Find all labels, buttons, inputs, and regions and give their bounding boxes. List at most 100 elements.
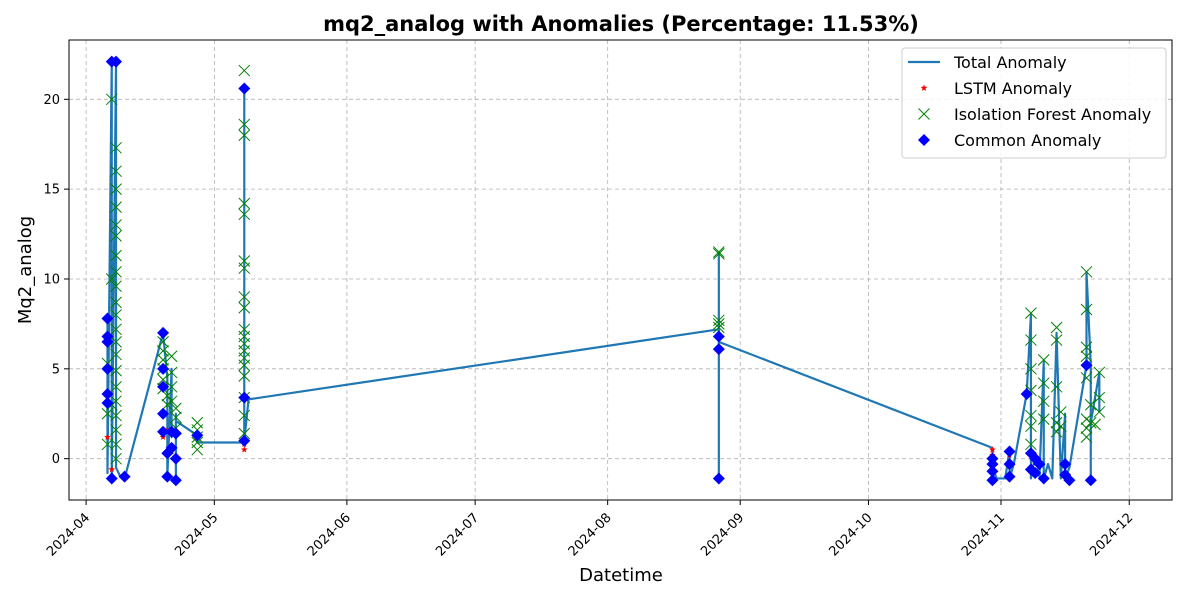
common-anomaly-point [238, 391, 251, 404]
isolation-forest-point [1093, 391, 1106, 404]
common-anomaly-point [157, 362, 170, 375]
plot-frame [68, 39, 1173, 501]
common-anomaly-point [238, 434, 251, 447]
isolation-forest-point [1089, 418, 1101, 431]
isolation-forest-point [170, 411, 182, 424]
isolation-forest-point [110, 438, 122, 451]
isolation-forest-point [110, 280, 122, 293]
isolation-forest-point [1080, 371, 1093, 384]
isolation-forest-point [101, 438, 114, 451]
common-anomaly-point [1084, 474, 1097, 487]
isolation-forest-point [238, 262, 251, 275]
y-tick-label: 0 [52, 452, 60, 467]
isolation-forest-point [1050, 425, 1063, 438]
isolation-forest-point [1025, 420, 1037, 433]
common-anomaly-point [165, 441, 178, 454]
isolation-forest-point [110, 141, 122, 154]
common-anomaly-point [191, 429, 204, 442]
isolation-forest-point [105, 273, 118, 285]
x-axis-label: Datetime [579, 565, 663, 586]
lstm-point [989, 446, 996, 453]
common-anomaly-point [712, 472, 725, 485]
isolation-forest-point [110, 364, 122, 377]
isolation-forest-point [712, 321, 725, 334]
isolation-forest-point [1093, 366, 1106, 379]
common-anomaly-point [161, 470, 174, 483]
isolation-forest-point [1037, 395, 1050, 408]
chart-title: mq2_analog with Anomalies (Percentage: 1… [323, 12, 919, 36]
common-anomaly-point [101, 362, 114, 375]
isolation-forest-point [1054, 420, 1067, 433]
isolation-forest-point [1080, 303, 1093, 316]
common-anomaly-point [1003, 445, 1016, 458]
y-tick-label: 10 [43, 272, 60, 287]
common-anomaly-point [1033, 458, 1046, 471]
common-anomaly-point [157, 407, 170, 420]
isolation-forest-point [1080, 265, 1093, 278]
isolation-forest-point [238, 409, 251, 422]
y-tick-label: 20 [43, 93, 60, 108]
isolation-forest-point [1054, 406, 1067, 418]
legend: Total Anomaly LSTM Anomaly Isolation Fores… [901, 47, 1167, 159]
isolation-forest-point [238, 118, 251, 131]
isolation-forest-point [1025, 307, 1037, 319]
isolation-forest-point [110, 348, 122, 361]
legend-label: Total Anomaly [953, 53, 1067, 72]
isolation-forest-point [110, 395, 122, 408]
common-anomaly-point [105, 472, 118, 485]
legend-marker-diamond [918, 134, 930, 146]
isolation-forest-point [1080, 341, 1093, 354]
common-anomaly-point [101, 396, 114, 409]
isolation-forest-point [238, 291, 251, 303]
common-anomaly-point [1037, 472, 1050, 485]
common-anomaly-point [1029, 467, 1042, 480]
isolation-forest-point [110, 296, 122, 309]
isolation-forest-point [1093, 406, 1106, 418]
isolation-forest-point [1080, 431, 1093, 443]
isolation-forest-point [110, 323, 122, 336]
isolation-forest-point [110, 201, 122, 213]
lstm-point [240, 446, 248, 453]
isolation-forest-point [238, 208, 251, 221]
isolation-forest-point [105, 93, 118, 106]
isolation-forest-point [238, 359, 251, 372]
isolation-forest-point [238, 197, 251, 210]
isolation-forest-point [157, 373, 169, 386]
isolation-forest-point [1025, 334, 1037, 346]
isolation-forest-point [110, 249, 122, 262]
isolation-forest-point [1084, 416, 1097, 429]
common-anomaly-point [110, 55, 123, 68]
isolation-forest-point [165, 380, 178, 393]
isolation-forest-point [110, 380, 122, 393]
common-anomaly-point [1059, 458, 1072, 471]
isolation-forest-point [1050, 334, 1063, 346]
legend-box [901, 47, 1167, 159]
isolation-forest-point [157, 353, 169, 366]
isolation-forest-point [238, 64, 251, 77]
isolation-forest-point [110, 183, 122, 195]
common-anomaly-point [169, 452, 182, 465]
common-anomaly-point [157, 425, 170, 438]
isolation-forest-point [238, 129, 251, 142]
isolation-forest-point [170, 402, 182, 415]
common-anomaly-point [712, 343, 725, 356]
y-tick-label: 15 [43, 183, 60, 198]
isolation-forest-point [712, 318, 725, 330]
isolation-forest-point [110, 336, 122, 348]
common-anomaly-point [1063, 474, 1076, 487]
common-anomaly-point [1003, 458, 1016, 471]
y-tick-label: 5 [52, 362, 60, 377]
isolation-forest-point [165, 395, 178, 408]
isolation-forest-point [238, 301, 251, 314]
common-anomaly-point [712, 330, 725, 343]
common-anomaly-point [986, 458, 999, 471]
legend-label: LSTM Anomaly [954, 79, 1072, 98]
common-anomaly-point [986, 474, 999, 487]
isolation-forest-point [238, 370, 251, 382]
isolation-forest-point [1037, 353, 1050, 366]
isolation-forest-point [157, 336, 169, 348]
isolation-forest-point [1037, 413, 1050, 425]
common-anomaly-point [238, 82, 251, 95]
common-anomaly-point [169, 427, 182, 440]
